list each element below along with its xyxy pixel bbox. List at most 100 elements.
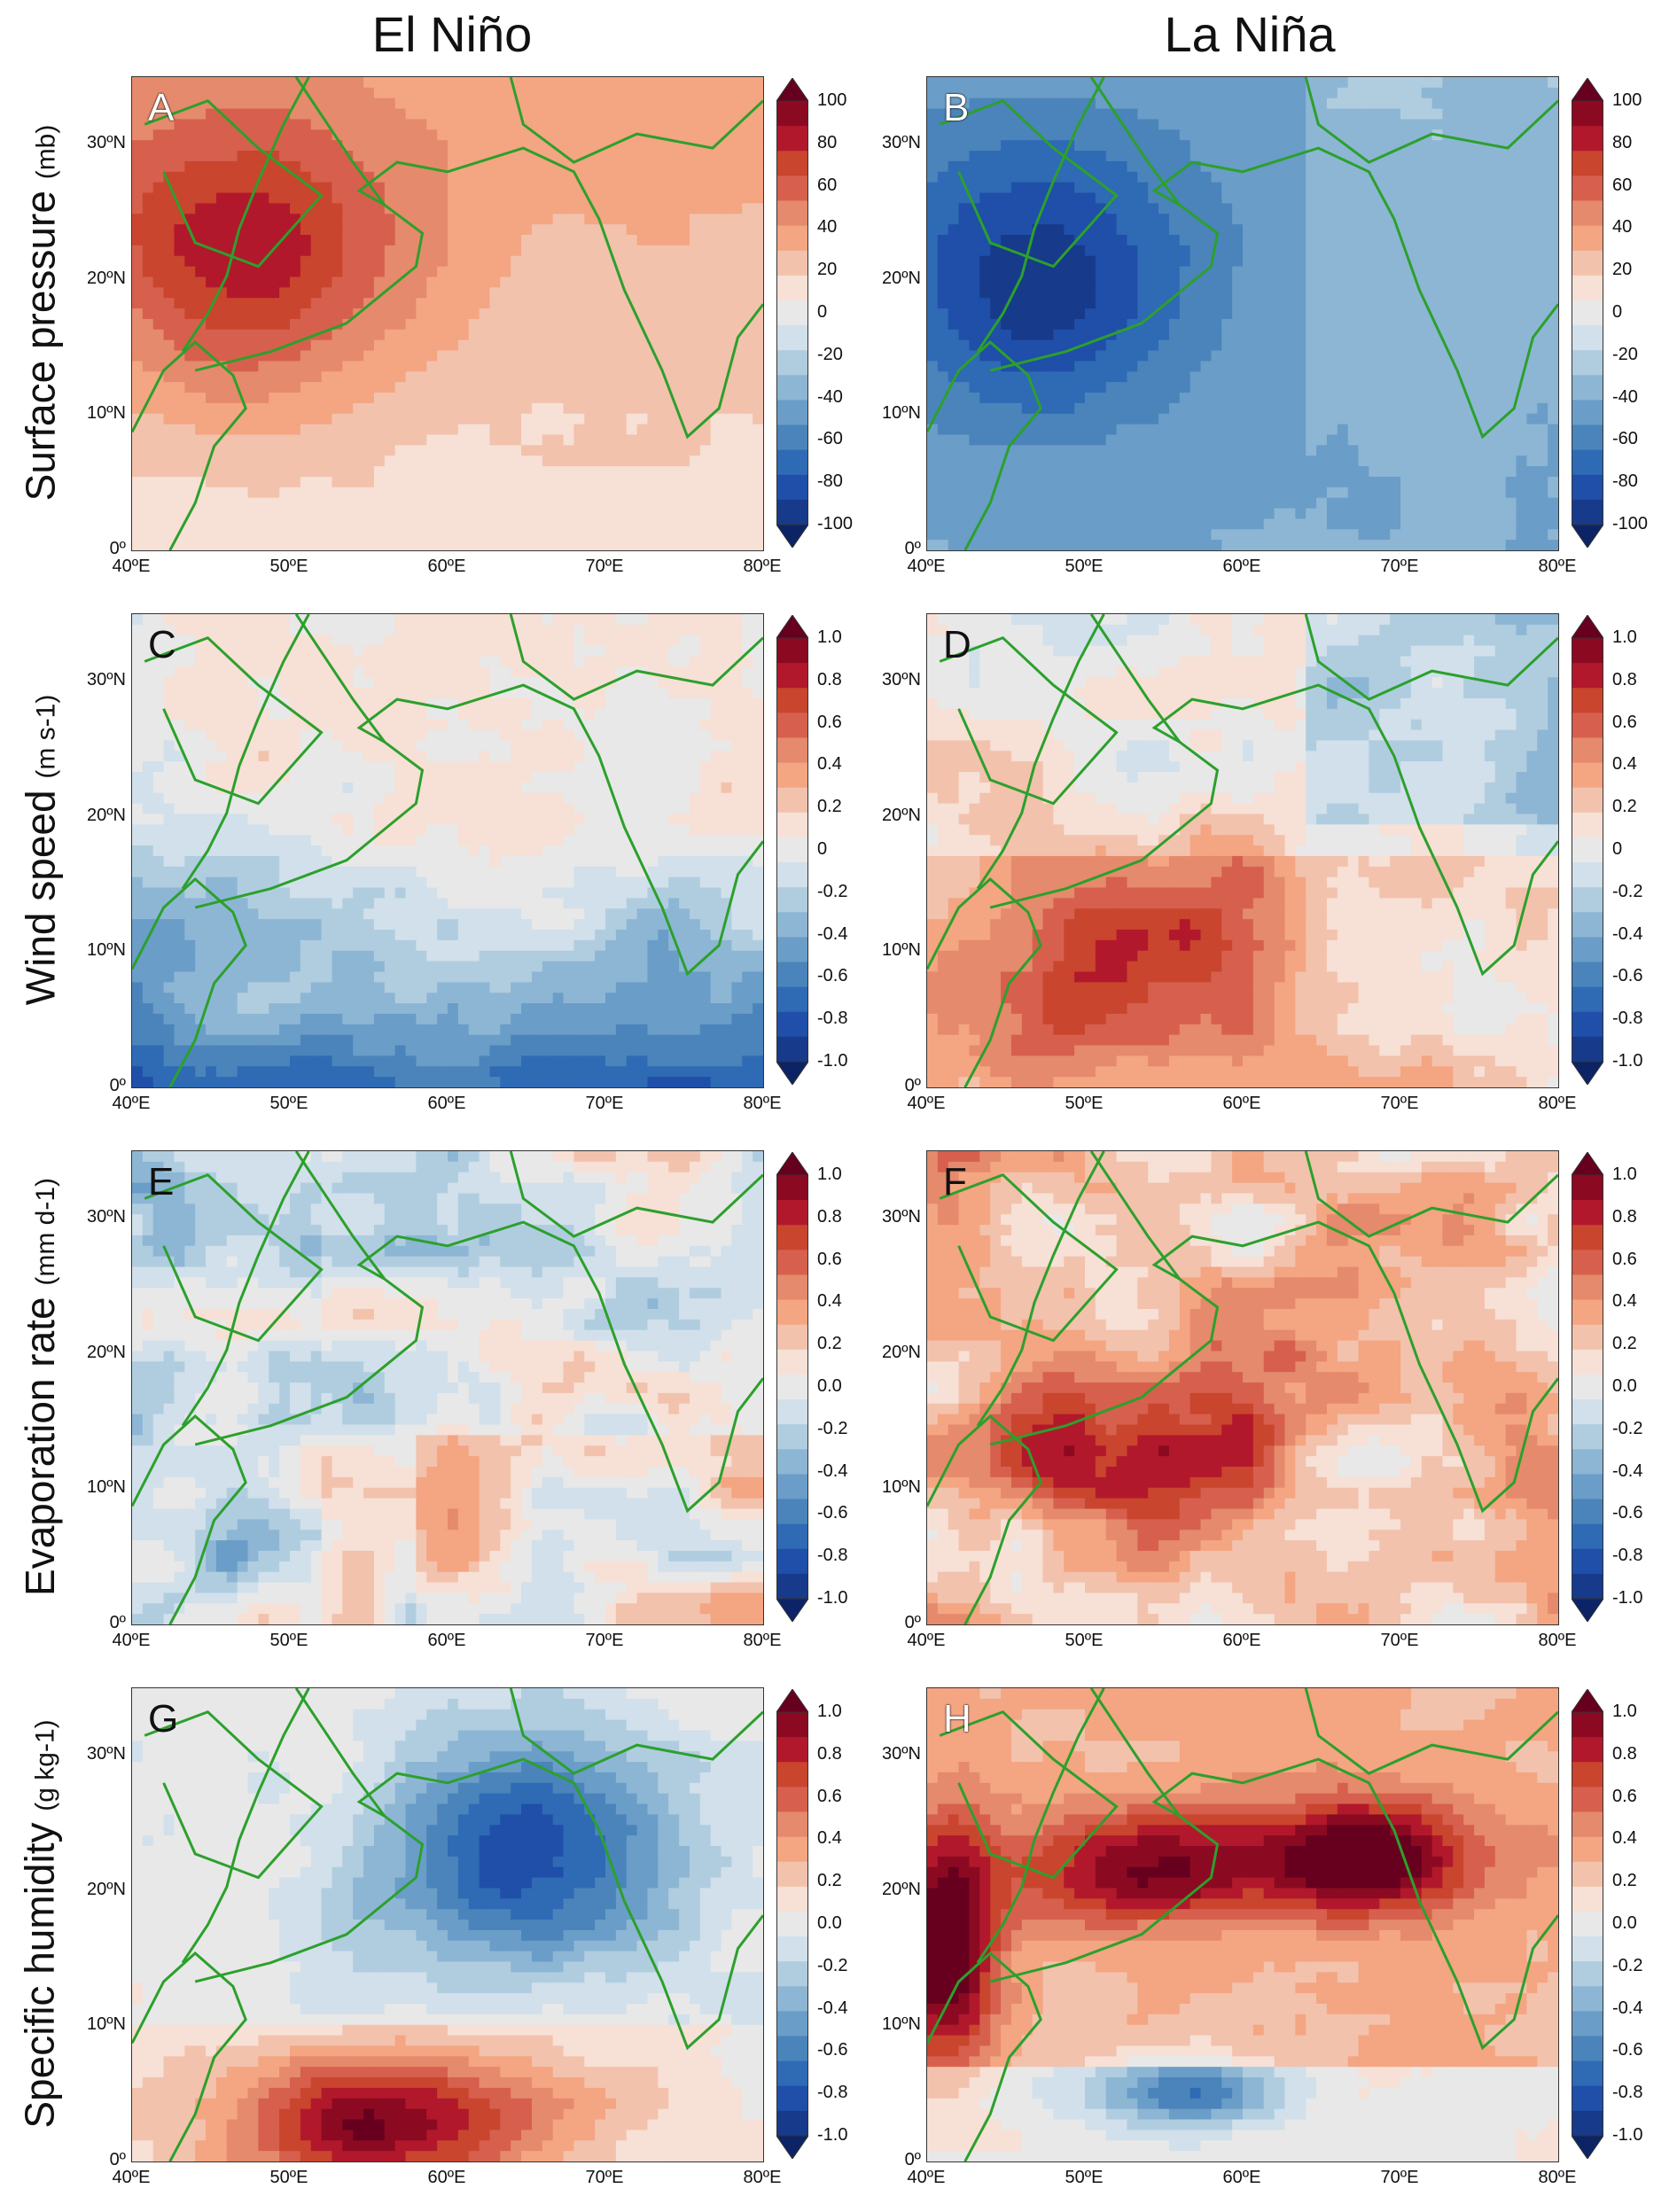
field-cell: [958, 203, 971, 214]
field-cell: [1032, 77, 1044, 89]
field-cell: [1085, 245, 1096, 257]
field-cell: [1158, 361, 1170, 372]
field-cell: [689, 77, 701, 89]
field-cell: [184, 456, 196, 467]
field-cell: [1431, 160, 1444, 173]
field-cell: [184, 171, 196, 183]
field-cell: [731, 108, 743, 121]
field-cell: [1337, 382, 1349, 393]
field-cell: [1526, 371, 1538, 383]
field-cell: [1390, 235, 1401, 246]
field-cell: [1474, 276, 1486, 288]
field-cell: [468, 518, 480, 530]
field-cell: [1200, 402, 1212, 415]
field-cell: [1548, 456, 1558, 467]
field-cell: [174, 413, 185, 425]
field-cell: [500, 203, 511, 214]
field-cell: [573, 214, 585, 225]
field-cell: [321, 266, 333, 278]
field-cell: [1053, 97, 1065, 110]
field-cell: [1074, 87, 1086, 99]
field-cell: [1390, 129, 1401, 141]
field-cell: [1463, 287, 1475, 299]
field-cell: [753, 87, 763, 99]
field-cell: [1274, 266, 1286, 278]
field-cell: [1284, 235, 1296, 246]
field-cell: [1306, 245, 1317, 257]
field-cell: [332, 540, 343, 550]
field-cell: [531, 393, 543, 404]
field-cell: [342, 97, 354, 110]
field-cell: [489, 192, 501, 204]
field-cell: [215, 413, 228, 425]
field-cell: [511, 424, 522, 436]
field-cell: [1494, 214, 1507, 225]
field-cell: [206, 77, 217, 89]
field-cell: [1442, 308, 1454, 320]
field-cell: [332, 456, 343, 467]
field-cell: [163, 382, 176, 393]
field-cell: [353, 77, 364, 89]
field-cell: [247, 424, 259, 436]
field-cell: [552, 497, 565, 510]
field-cell: [258, 529, 269, 541]
field-cell: [500, 540, 511, 550]
field-cell: [1463, 160, 1475, 173]
field-cell: [426, 361, 438, 372]
field-cell: [247, 434, 259, 446]
field-cell: [636, 413, 649, 425]
field-cell: [1505, 160, 1517, 173]
field-cell: [626, 518, 638, 530]
field-cell: [1252, 214, 1265, 225]
field-cell: [1127, 298, 1138, 309]
field-cell: [1453, 402, 1464, 415]
field-cell: [1463, 119, 1475, 130]
field-cell: [721, 203, 732, 214]
field-cell: [206, 182, 217, 194]
field-cell: [753, 487, 763, 499]
field-cell: [1421, 350, 1433, 362]
field-cell: [742, 466, 753, 478]
field-cell: [1243, 171, 1254, 183]
field-cell: [457, 339, 470, 352]
field-cell: [1526, 171, 1538, 183]
y-tick-label: 30ºN: [73, 133, 126, 153]
field-cell: [1243, 255, 1254, 268]
field-cell: [416, 466, 427, 478]
field-cell: [668, 108, 680, 121]
field-cell: [1284, 129, 1296, 141]
field-cell: [1232, 329, 1244, 341]
field-cell: [269, 393, 280, 404]
field-cell: [1127, 402, 1138, 415]
field-cell: [342, 119, 354, 130]
field-cell: [1116, 445, 1128, 456]
field-cell: [258, 393, 269, 404]
field-cell: [457, 424, 470, 436]
field-cell: [479, 487, 491, 499]
field-cell: [1463, 276, 1475, 288]
field-cell: [394, 476, 407, 488]
field-cell: [174, 151, 185, 162]
field-cell: [1148, 192, 1159, 204]
field-cell: [595, 529, 606, 541]
field-cell: [1463, 329, 1475, 341]
field-cell: [1421, 339, 1433, 352]
field-cell: [668, 361, 680, 372]
field-cell: [373, 77, 386, 89]
field-cell: [416, 508, 427, 519]
field-cell: [958, 151, 971, 162]
field-cell: [237, 371, 249, 383]
field-cell: [1243, 77, 1254, 89]
field-cell: [1306, 318, 1317, 331]
field-cell: [531, 308, 543, 320]
field-cell: [1306, 192, 1317, 204]
field-cell: [1074, 402, 1086, 415]
field-cell: [1484, 361, 1496, 372]
field-cell: [1190, 171, 1202, 183]
field-cell: [573, 97, 585, 110]
field-cell: [753, 255, 763, 268]
field-cell: [163, 508, 176, 519]
field-cell: [552, 487, 565, 499]
field-cell: [1379, 87, 1391, 99]
field-cell: [1284, 192, 1296, 204]
